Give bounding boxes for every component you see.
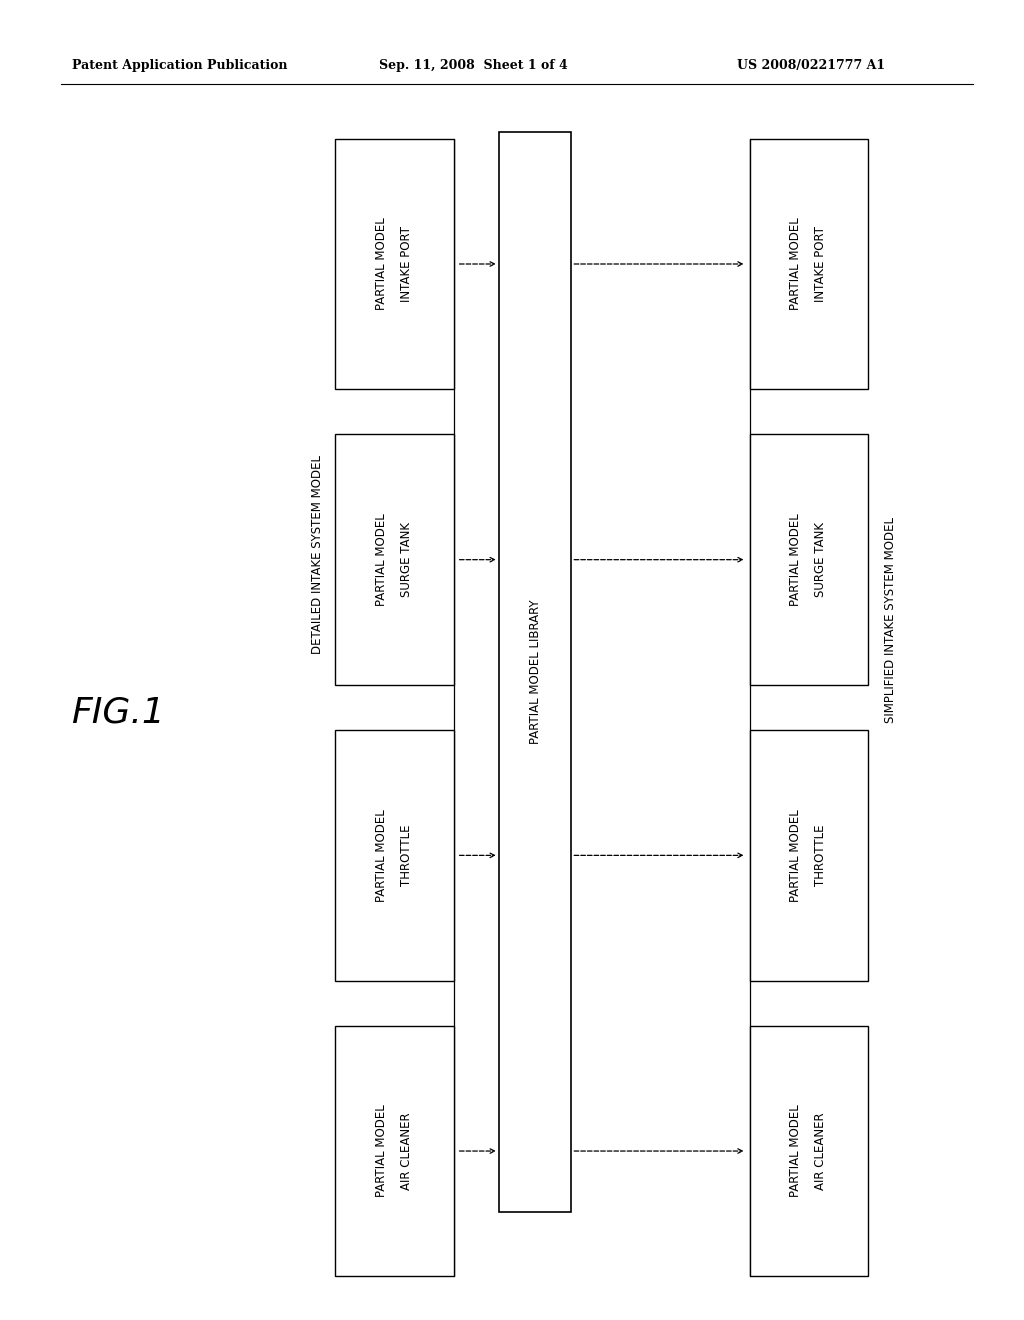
- Text: Sep. 11, 2008  Sheet 1 of 4: Sep. 11, 2008 Sheet 1 of 4: [379, 59, 567, 73]
- Bar: [335, 1026, 454, 1276]
- Bar: [335, 139, 454, 389]
- Text: PARTIAL MODEL: PARTIAL MODEL: [375, 809, 388, 902]
- Text: PARTIAL MODEL: PARTIAL MODEL: [790, 513, 803, 606]
- Bar: [335, 434, 454, 685]
- Text: AIR CLEANER: AIR CLEANER: [399, 1113, 413, 1189]
- Text: PARTIAL MODEL LIBRARY: PARTIAL MODEL LIBRARY: [528, 599, 542, 744]
- Text: SURGE TANK: SURGE TANK: [399, 523, 413, 597]
- Bar: [750, 730, 868, 981]
- Text: Patent Application Publication: Patent Application Publication: [72, 59, 287, 73]
- Bar: [750, 434, 868, 685]
- Text: SIMPLIFIED INTAKE SYSTEM MODEL: SIMPLIFIED INTAKE SYSTEM MODEL: [885, 517, 897, 723]
- Text: INTAKE PORT: INTAKE PORT: [399, 226, 413, 302]
- Text: DETAILED INTAKE SYSTEM MODEL: DETAILED INTAKE SYSTEM MODEL: [311, 455, 324, 653]
- Text: PARTIAL MODEL: PARTIAL MODEL: [790, 809, 803, 902]
- Bar: [499, 132, 571, 1212]
- Text: INTAKE PORT: INTAKE PORT: [814, 226, 827, 302]
- Text: THROTTLE: THROTTLE: [814, 825, 827, 886]
- Text: US 2008/0221777 A1: US 2008/0221777 A1: [737, 59, 886, 73]
- Text: PARTIAL MODEL: PARTIAL MODEL: [790, 1105, 803, 1197]
- Bar: [750, 139, 868, 389]
- Text: SURGE TANK: SURGE TANK: [814, 523, 827, 597]
- Text: FIG.1: FIG.1: [71, 696, 165, 730]
- Text: PARTIAL MODEL: PARTIAL MODEL: [790, 218, 803, 310]
- Text: THROTTLE: THROTTLE: [399, 825, 413, 886]
- Bar: [335, 730, 454, 981]
- Text: PARTIAL MODEL: PARTIAL MODEL: [375, 1105, 388, 1197]
- Text: PARTIAL MODEL: PARTIAL MODEL: [375, 218, 388, 310]
- Bar: [750, 1026, 868, 1276]
- Text: PARTIAL MODEL: PARTIAL MODEL: [375, 513, 388, 606]
- Text: AIR CLEANER: AIR CLEANER: [814, 1113, 827, 1189]
